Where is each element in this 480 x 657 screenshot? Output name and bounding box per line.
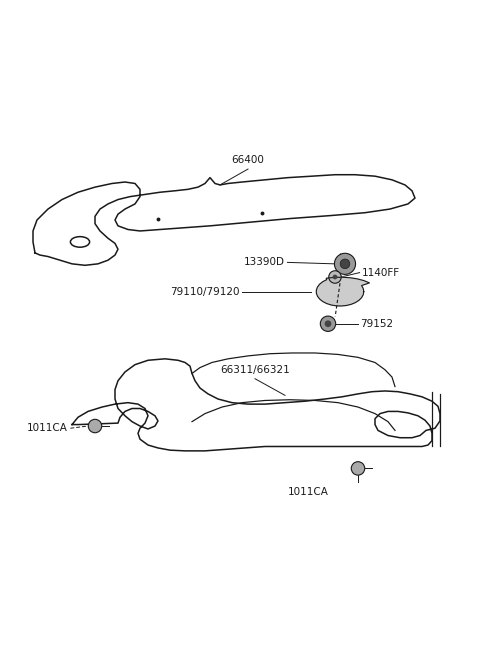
Text: 1140FF: 1140FF bbox=[362, 267, 400, 278]
Text: 1011CA: 1011CA bbox=[288, 487, 328, 497]
Text: 13390D: 13390D bbox=[244, 258, 285, 267]
Circle shape bbox=[329, 271, 341, 283]
Circle shape bbox=[335, 254, 356, 275]
Circle shape bbox=[340, 259, 350, 269]
Polygon shape bbox=[33, 175, 415, 265]
Text: 66400: 66400 bbox=[231, 155, 264, 165]
Circle shape bbox=[320, 316, 336, 331]
Circle shape bbox=[351, 462, 365, 475]
Circle shape bbox=[324, 321, 331, 327]
Text: 1011CA: 1011CA bbox=[27, 423, 68, 433]
Circle shape bbox=[333, 275, 337, 279]
Text: 79152: 79152 bbox=[360, 319, 393, 328]
Text: 66311/66321: 66311/66321 bbox=[220, 365, 290, 375]
Text: 79110/79120: 79110/79120 bbox=[170, 286, 240, 296]
Polygon shape bbox=[316, 277, 370, 306]
Circle shape bbox=[88, 419, 102, 433]
Polygon shape bbox=[72, 359, 440, 451]
